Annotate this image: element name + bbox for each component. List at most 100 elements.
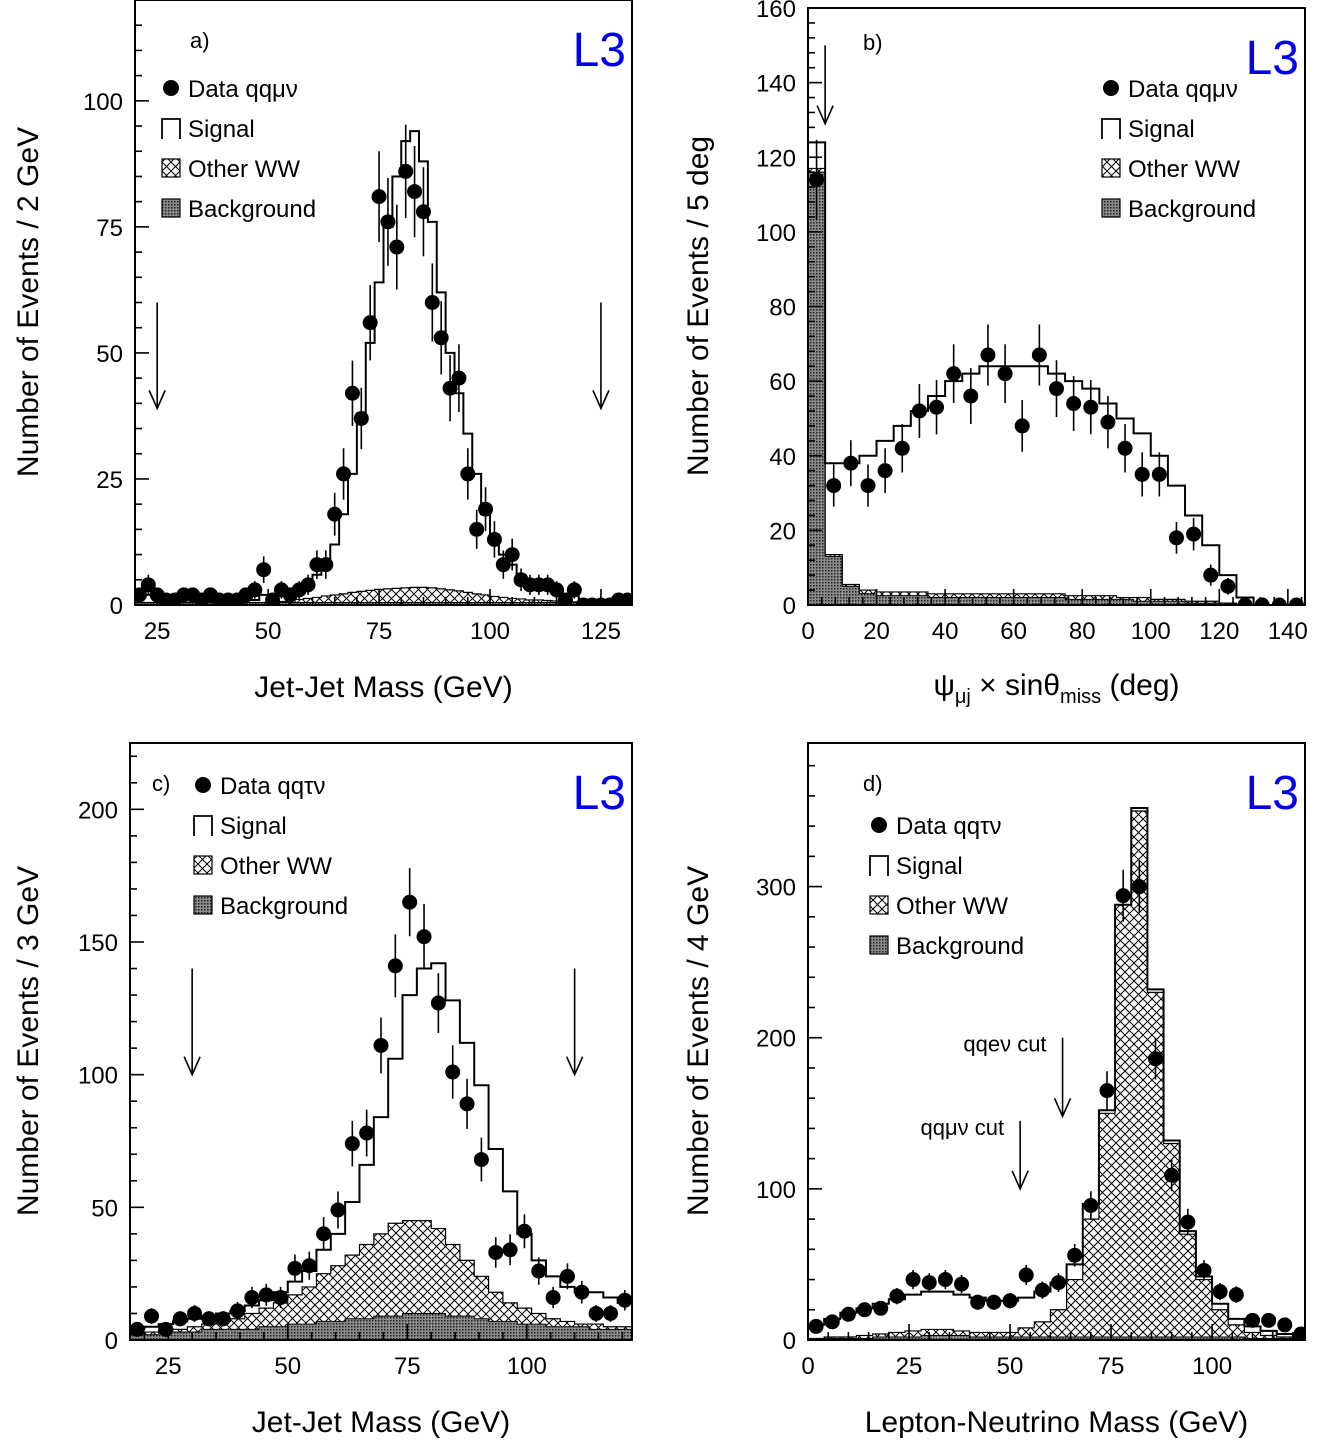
legend-data-label: Data qqμν xyxy=(188,76,298,103)
background-outline xyxy=(808,1334,1305,1340)
background-bar xyxy=(1013,597,1031,605)
cut-annotation: qqeν cut xyxy=(963,1032,1046,1057)
other-ww-bar xyxy=(904,1330,922,1340)
x-tick-label: 140 xyxy=(1268,618,1308,645)
y-tick-label: 140 xyxy=(756,71,796,98)
cut-arrow-head xyxy=(816,105,834,126)
data-point xyxy=(1083,399,1099,415)
y-tick-label: 25 xyxy=(96,467,123,494)
y-axis-label: Number of Events / 2 GeV xyxy=(12,127,45,477)
background-bar xyxy=(1065,599,1083,605)
other-ww-bar xyxy=(348,592,357,605)
legend-other-label: Other WW xyxy=(220,853,332,880)
background-bar xyxy=(969,1336,986,1340)
other-ww-bar xyxy=(373,1233,389,1340)
background-bar xyxy=(130,1334,145,1340)
other-ww-outline xyxy=(808,810,1305,1340)
background-bar xyxy=(953,1335,970,1340)
signal-histogram xyxy=(808,141,1305,605)
y-tick-label: 160 xyxy=(756,0,796,23)
background-bar xyxy=(392,602,402,605)
data-point xyxy=(840,1306,856,1322)
background-bar xyxy=(603,1329,618,1340)
background-bar xyxy=(474,1318,489,1340)
x-tick-label: 60 xyxy=(1000,618,1027,645)
background-bar xyxy=(927,597,946,605)
background-outline xyxy=(130,1312,632,1340)
data-point xyxy=(430,995,446,1011)
other-ww-bar xyxy=(445,589,455,605)
background-bar xyxy=(1195,1336,1213,1340)
legend-background-label: Background xyxy=(188,196,316,223)
signal-histogram xyxy=(808,806,1305,1340)
data-point xyxy=(451,370,467,386)
data-point xyxy=(929,399,945,415)
legend-data-marker xyxy=(871,817,887,833)
cut-arrow-head xyxy=(183,1056,201,1077)
other-ww-bar xyxy=(472,593,482,605)
data-point xyxy=(1115,888,1131,904)
x-tick-label: 120 xyxy=(1199,618,1239,645)
other-ww-bar xyxy=(1034,1321,1051,1340)
background-bar xyxy=(339,602,348,605)
y-tick-label: 0 xyxy=(110,593,123,620)
data-point xyxy=(327,506,343,522)
data-point xyxy=(215,1311,231,1327)
panel-d: 0 100 200 300 0 25 50 75 100 Lepton-Neutrino Mass… xyxy=(682,742,1306,1439)
x-tick-label: 100 xyxy=(1131,618,1171,645)
data-point xyxy=(389,239,405,255)
data-point xyxy=(486,531,502,547)
background-bar xyxy=(135,602,144,605)
background-bar xyxy=(1098,1336,1116,1340)
other-ww-bar xyxy=(1179,1234,1196,1340)
background-bar xyxy=(488,1321,503,1340)
background-bar xyxy=(588,1329,604,1340)
data-point xyxy=(809,172,825,188)
data-point xyxy=(495,557,511,573)
data-point xyxy=(1244,1312,1260,1328)
other-ww-bar xyxy=(969,1332,986,1340)
legend: Data qqμν Signal Other WW Background xyxy=(161,76,316,223)
data-point xyxy=(353,410,369,426)
data-point xyxy=(954,1276,970,1292)
plot-area xyxy=(135,124,632,605)
background-bar xyxy=(345,1318,360,1340)
background-bar xyxy=(303,602,313,605)
background-bar xyxy=(216,1329,231,1340)
data-point xyxy=(1277,1317,1293,1333)
x-tick-label: 100 xyxy=(507,1353,547,1380)
background-bar xyxy=(287,1324,303,1340)
legend-background-label: Background xyxy=(896,933,1024,960)
panel-label: a) xyxy=(190,28,210,53)
data-point xyxy=(469,521,485,537)
other-ww-bar xyxy=(436,588,446,605)
legend-signal-label: Signal xyxy=(896,853,963,880)
background-bar xyxy=(259,1326,274,1340)
plot-area xyxy=(808,806,1305,1340)
background-bar xyxy=(259,602,269,605)
x-tick-label: 20 xyxy=(863,618,890,645)
data-point xyxy=(1067,1247,1083,1263)
background-bar xyxy=(945,597,963,605)
background-bar xyxy=(1034,1336,1051,1340)
y-tick-label: 200 xyxy=(756,1026,796,1053)
legend-background-marker xyxy=(193,895,213,915)
data-point xyxy=(301,1258,317,1274)
plot-area xyxy=(808,139,1305,605)
other-ww-bar xyxy=(339,593,348,605)
data-point xyxy=(433,330,449,346)
data-point xyxy=(894,440,910,456)
other-ww-bar xyxy=(1195,1279,1213,1340)
background-bar xyxy=(1030,597,1048,605)
y-tick-label: 75 xyxy=(96,215,123,242)
y-axis-label: Number of Events / 5 deg xyxy=(682,136,715,476)
x-tick-label: 50 xyxy=(255,618,282,645)
legend-data-label: Data qqμν xyxy=(1128,76,1238,103)
other-ww-bar xyxy=(1147,992,1164,1340)
background-bar xyxy=(1150,601,1168,605)
y-tick-label: 60 xyxy=(769,369,796,396)
data-point xyxy=(1180,1214,1196,1230)
x-tick-label: 0 xyxy=(801,618,814,645)
y-tick-label: 100 xyxy=(83,89,123,116)
data-point xyxy=(843,455,859,471)
